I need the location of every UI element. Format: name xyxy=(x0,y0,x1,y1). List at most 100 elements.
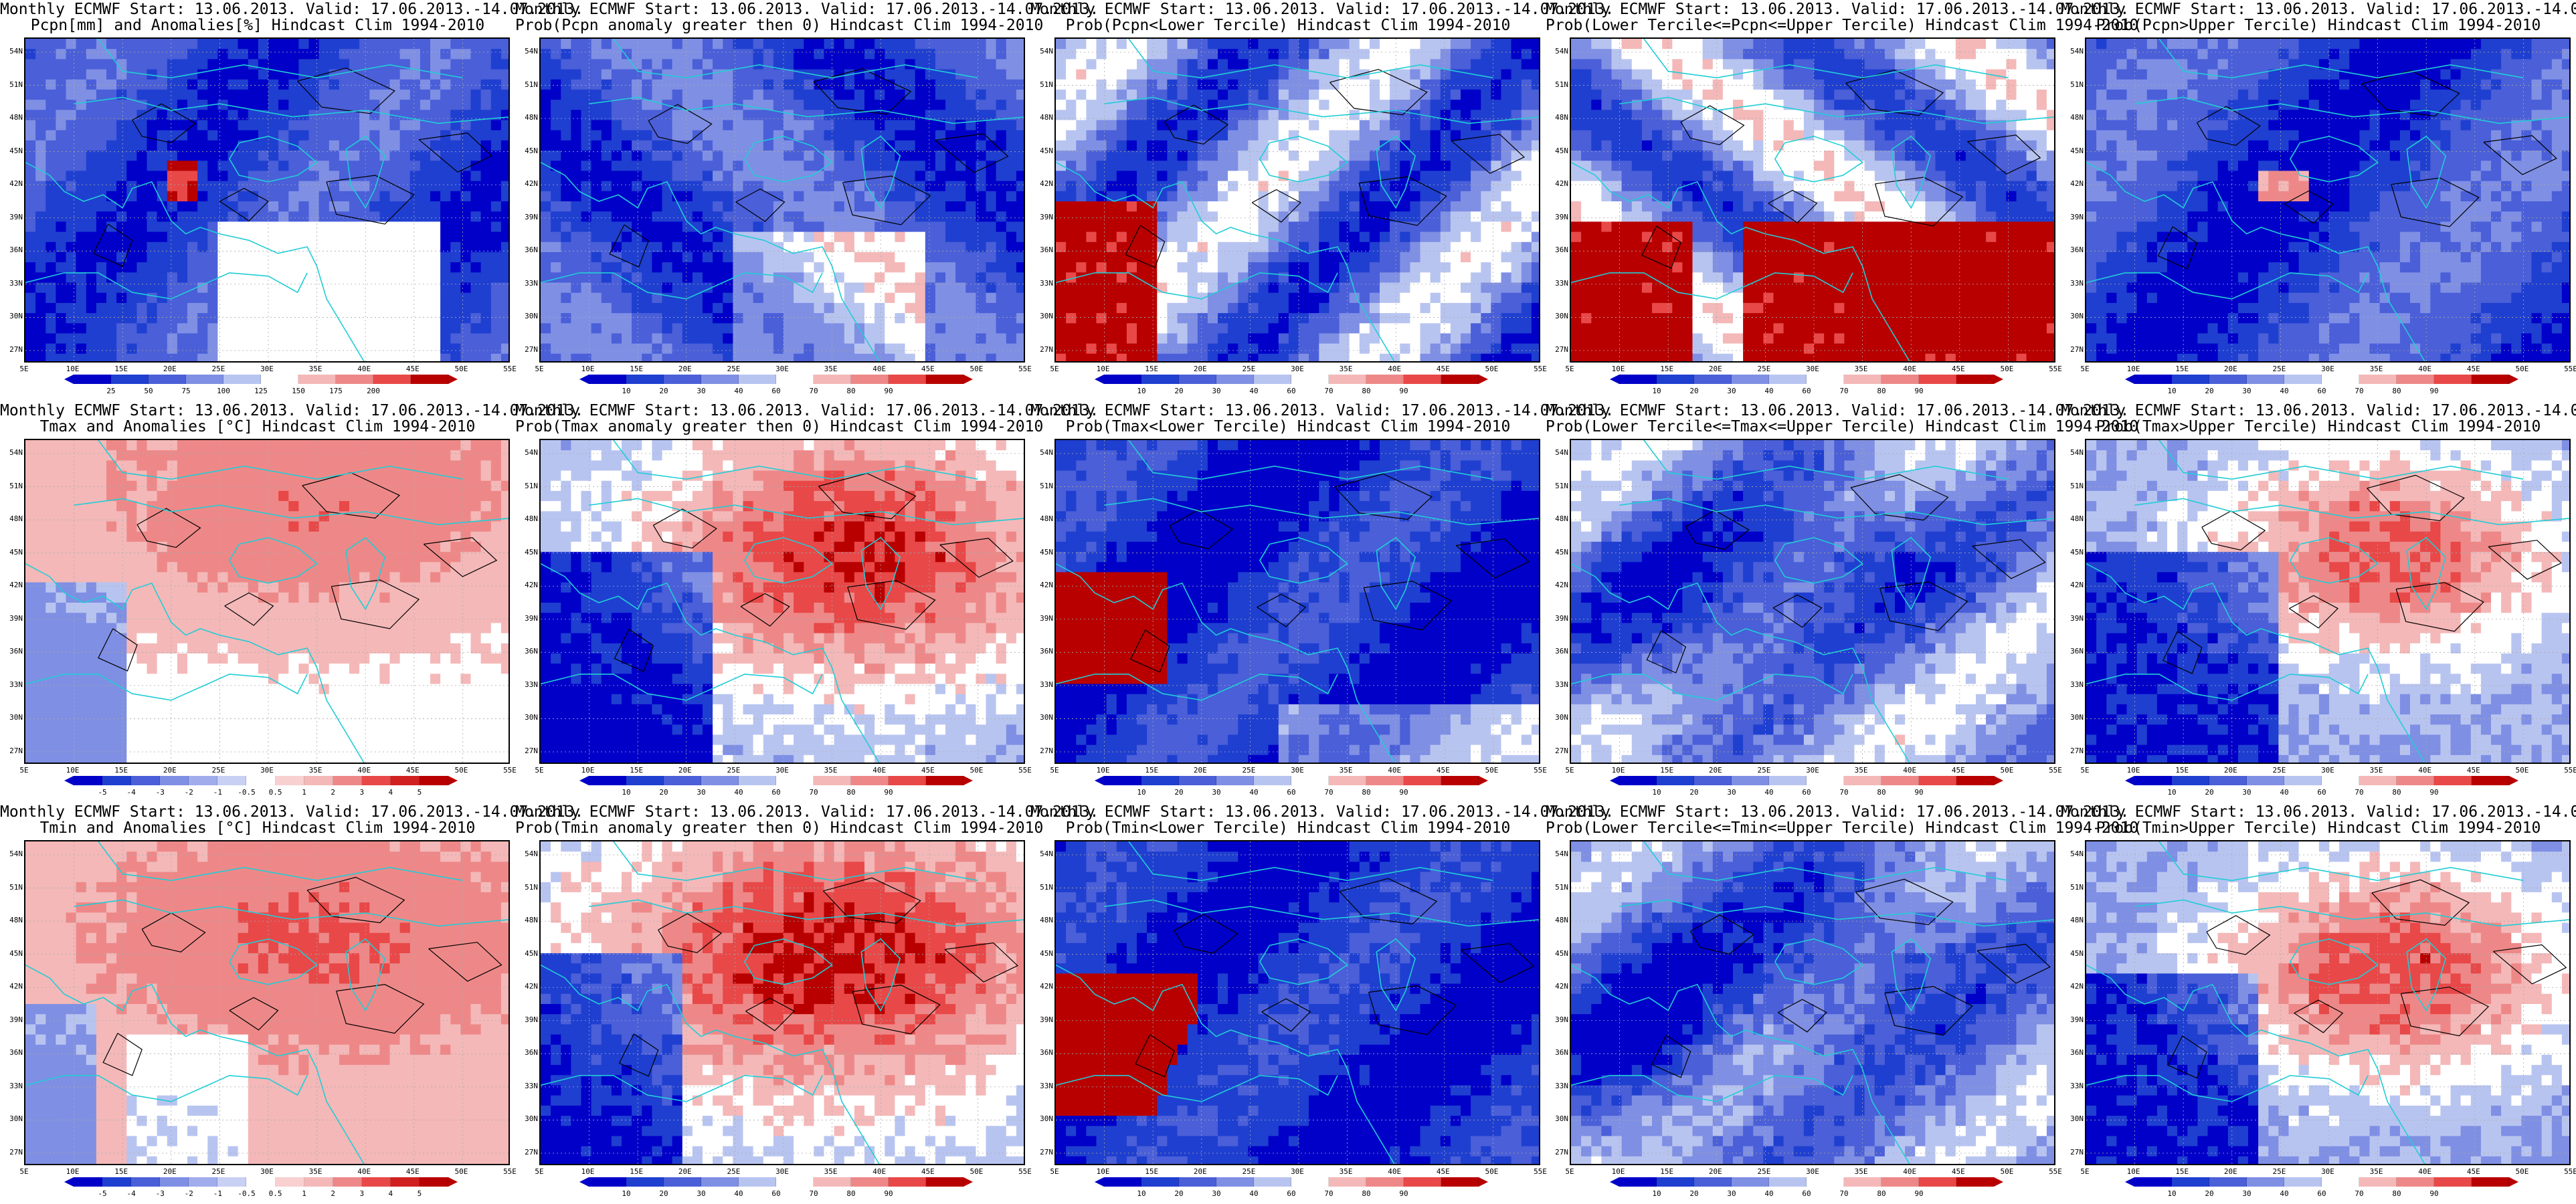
field-cell xyxy=(965,262,976,273)
field-cell xyxy=(551,69,561,80)
field-cell xyxy=(662,302,673,314)
field-cell xyxy=(1400,49,1410,60)
field-cell xyxy=(1116,333,1127,344)
field-cell xyxy=(1430,221,1441,233)
field-cell xyxy=(672,333,683,344)
field-cell xyxy=(1410,100,1421,110)
field-cell xyxy=(935,120,946,131)
field-cell xyxy=(126,292,137,304)
field-cell xyxy=(66,120,77,131)
field-cell xyxy=(177,39,188,49)
field-cell xyxy=(672,292,683,304)
field-cell xyxy=(541,282,551,294)
field-cell xyxy=(238,59,249,70)
field-cell xyxy=(976,221,987,233)
field-cell xyxy=(1450,110,1461,121)
field-cell xyxy=(1491,161,1502,172)
field-cell xyxy=(875,161,885,172)
field-cell xyxy=(278,120,289,131)
field-cell xyxy=(1207,353,1218,361)
field-cell xyxy=(965,89,976,100)
field-cell xyxy=(1116,59,1127,70)
field-cell xyxy=(136,211,148,222)
field-cell xyxy=(1137,353,1147,361)
field-cell xyxy=(1248,181,1259,192)
field-cell xyxy=(1450,231,1461,243)
field-cell xyxy=(581,221,592,233)
field-cell xyxy=(1461,161,1471,172)
field-cell xyxy=(1450,252,1461,263)
field-cell xyxy=(339,302,350,314)
field-cell xyxy=(1197,241,1208,253)
field-cell xyxy=(1430,191,1441,202)
field-cell xyxy=(1631,39,1643,49)
field-cell xyxy=(1359,231,1370,243)
field-cell xyxy=(723,140,733,151)
contour-line xyxy=(326,175,415,225)
field-cell xyxy=(258,252,269,263)
field-cell xyxy=(1481,120,1491,131)
field-cell xyxy=(359,150,370,161)
field-cell xyxy=(136,120,148,131)
field-cell xyxy=(804,211,814,222)
field-cell xyxy=(227,110,239,121)
field-cell xyxy=(298,201,310,212)
field-cell xyxy=(1511,49,1522,60)
field-cell xyxy=(1450,292,1461,304)
field-cell xyxy=(96,110,107,121)
field-cell xyxy=(864,89,875,100)
field-cell xyxy=(399,292,411,304)
field-cell xyxy=(96,89,107,100)
field-cell xyxy=(1753,39,1764,49)
field-cell xyxy=(1481,292,1491,304)
field-cell xyxy=(1884,39,1896,49)
field-cell xyxy=(1369,292,1380,304)
field-cell xyxy=(147,79,158,90)
field-cell xyxy=(652,323,663,334)
field-cell xyxy=(278,262,289,273)
field-cell xyxy=(632,49,642,60)
field-cell xyxy=(925,272,936,284)
field-cell xyxy=(177,241,188,253)
field-cell xyxy=(217,201,229,212)
field-cell xyxy=(1854,49,1865,60)
field-cell xyxy=(258,100,269,110)
field-cell xyxy=(490,89,502,100)
field-cell xyxy=(1056,231,1067,243)
field-cell xyxy=(895,323,906,334)
field-cell xyxy=(106,110,117,121)
field-cell xyxy=(1420,171,1431,182)
field-cell xyxy=(692,150,703,161)
field-cell xyxy=(1319,272,1329,284)
field-cell xyxy=(278,302,289,314)
field-cell xyxy=(854,353,865,361)
field-cell xyxy=(1299,252,1309,263)
field-cell xyxy=(1925,39,1936,49)
field-cell xyxy=(1288,171,1299,182)
field-cell xyxy=(369,150,380,161)
field-cell xyxy=(591,241,602,253)
field-cell xyxy=(1006,150,1017,161)
field-cell xyxy=(126,69,137,80)
field-cell xyxy=(126,313,137,324)
field-cell xyxy=(1187,241,1198,253)
field-cell xyxy=(1481,191,1491,202)
field-cell xyxy=(723,221,733,233)
field-cell xyxy=(1258,262,1269,273)
field-cell xyxy=(440,161,451,172)
field-cell xyxy=(1299,343,1309,355)
field-cell xyxy=(692,302,703,314)
field-cell xyxy=(329,140,340,151)
field-cell xyxy=(1278,89,1289,100)
field-cell xyxy=(136,323,148,334)
field-cell xyxy=(318,231,330,243)
field-cell xyxy=(692,110,703,121)
field-cell xyxy=(1157,161,1168,172)
field-cell xyxy=(955,201,966,212)
field-cell xyxy=(1359,150,1370,161)
field-cell xyxy=(167,241,178,253)
field-cell xyxy=(1511,150,1522,161)
field-cell xyxy=(713,231,723,243)
field-cell xyxy=(268,120,279,131)
field-cell xyxy=(450,100,461,110)
